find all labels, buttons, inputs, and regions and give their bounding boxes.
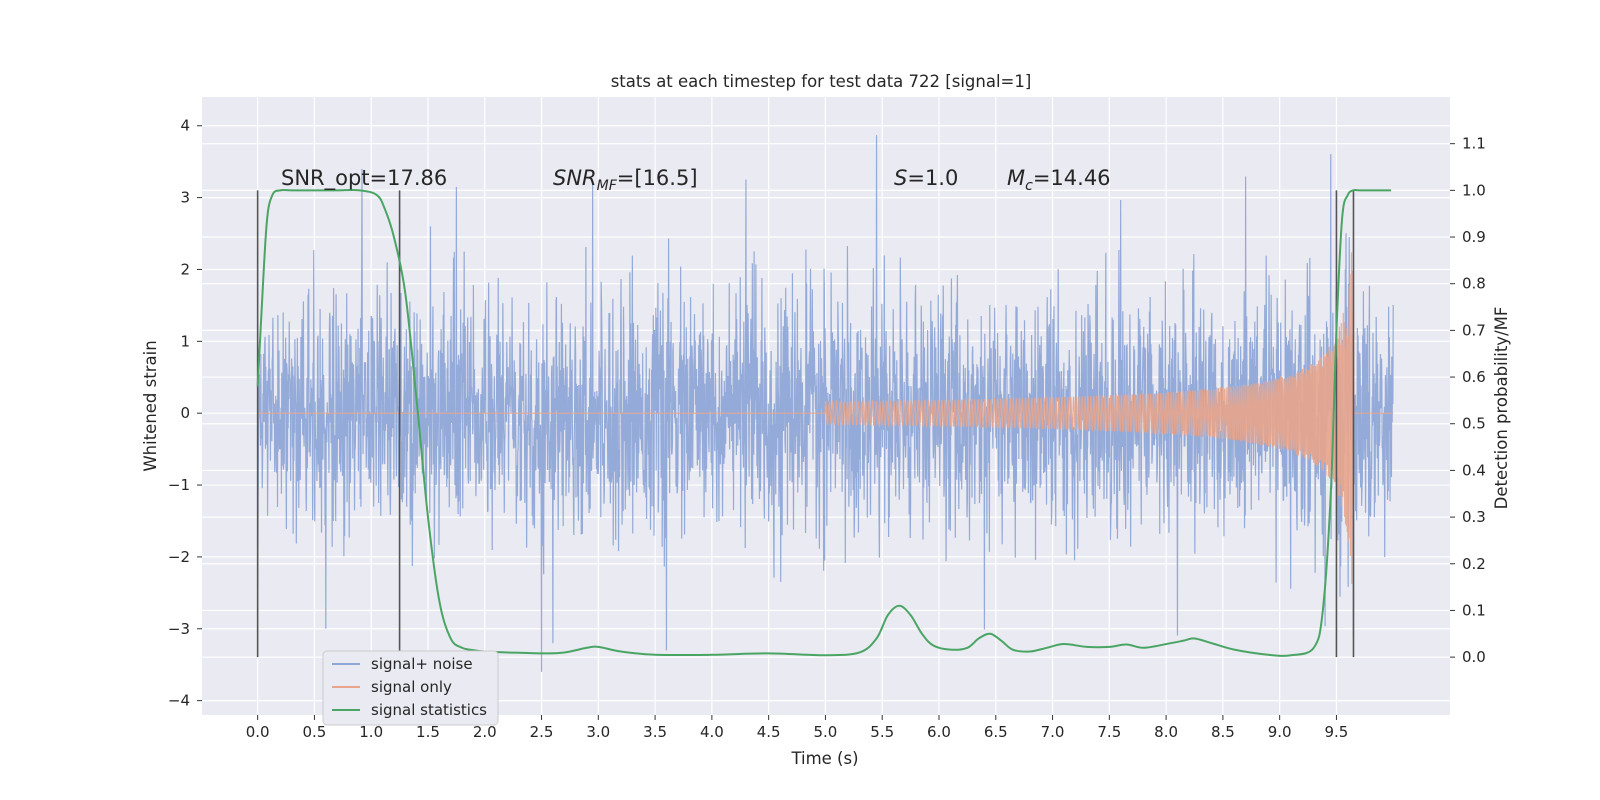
x-axis-label: Time (s) xyxy=(790,749,858,768)
x-tick-label-11: 5.5 xyxy=(870,723,894,741)
y-left-tick-label-8: 4 xyxy=(180,117,190,135)
x-tick-label-5: 2.5 xyxy=(530,723,554,741)
y-left-tick-label-4: 0 xyxy=(180,404,190,422)
y-left-tick-label-0: −4 xyxy=(168,692,190,710)
annotation-snr-opt: SNR_opt=17.86 xyxy=(281,166,447,191)
annotation-snr-mf-value: =[16.5] xyxy=(617,166,698,190)
y-right-tick-label-0: 0.0 xyxy=(1462,648,1486,666)
signal-only-line xyxy=(257,252,1394,584)
y-right-tick-label-2: 0.2 xyxy=(1462,555,1486,573)
x-tick-label-1: 0.5 xyxy=(302,723,326,741)
y-right-tick-label-1: 0.1 xyxy=(1462,601,1486,619)
legend: signal+ noise signal only signal statist… xyxy=(322,650,499,726)
x-axis-ticks: 0.0 0.5 1.0 1.5 2.0 2.5 3.0 3.5 4.0 4.5 5.0 5.5 6.0 6… xyxy=(246,715,1349,741)
annotation-mc-value: =14.46 xyxy=(1033,166,1111,190)
x-tick-label-6: 3.0 xyxy=(586,723,610,741)
legend-label-signal-noise: signal+ noise xyxy=(371,655,473,673)
y-left-tick-label-1: −3 xyxy=(168,620,190,638)
y-right-axis-label: Detection probability/MF xyxy=(1492,307,1511,510)
y-right-axis-ticks: 0.0 0.1 0.2 0.3 0.4 0.5 0.6 0.7 0.8 0.9 1.0 1.1 xyxy=(1450,135,1486,666)
x-tick-label-18: 9.0 xyxy=(1268,723,1292,741)
annotations: SNR_opt=17.86 SNRMF=[16.5] S=1.0 Mc=14.4… xyxy=(281,166,1111,194)
y-left-tick-label-7: 3 xyxy=(180,189,190,207)
y-right-tick-label-5: 0.5 xyxy=(1462,415,1486,433)
y-right-tick-label-11: 1.1 xyxy=(1462,135,1486,153)
x-tick-label-19: 9.5 xyxy=(1325,723,1349,741)
legend-box xyxy=(322,650,499,726)
annotation-mc: Mc=14.46 xyxy=(1007,166,1111,194)
x-tick-label-10: 5.0 xyxy=(814,723,838,741)
y-right-tick-label-4: 0.4 xyxy=(1462,461,1486,479)
x-tick-label-7: 3.5 xyxy=(643,723,667,741)
y-left-axis-ticks: −4 −3 −2 −1 0 1 2 3 4 xyxy=(168,117,202,710)
series-signal-statistics xyxy=(256,189,1391,657)
y-left-tick-label-6: 2 xyxy=(180,260,190,278)
vertical-markers xyxy=(256,190,1355,658)
x-tick-label-4: 2.0 xyxy=(473,723,497,741)
chart-title: stats at each timestep for test data 722… xyxy=(611,72,1032,91)
y-right-tick-label-7: 0.7 xyxy=(1462,321,1486,339)
x-tick-label-17: 8.5 xyxy=(1211,723,1235,741)
y-right-tick-label-10: 1.0 xyxy=(1462,181,1486,199)
y-right-tick-label-9: 0.9 xyxy=(1462,228,1486,246)
legend-label-signal-only: signal only xyxy=(371,678,452,696)
x-tick-label-13: 6.5 xyxy=(984,723,1008,741)
y-left-tick-label-2: −2 xyxy=(168,548,190,566)
y-left-tick-label-5: 1 xyxy=(180,332,190,350)
annotation-snr-mf: SNRMF=[16.5] xyxy=(553,166,698,194)
y-left-axis-label: Whitened strain xyxy=(141,340,160,471)
x-tick-label-9: 4.5 xyxy=(757,723,781,741)
signal-statistics-line xyxy=(256,189,1391,657)
legend-label-signal-statistics: signal statistics xyxy=(371,701,487,719)
series-signal-only xyxy=(257,252,1394,584)
x-tick-label-14: 7.0 xyxy=(1041,723,1065,741)
y-right-tick-label-3: 0.3 xyxy=(1462,508,1486,526)
x-tick-label-3: 1.5 xyxy=(416,723,440,741)
plot-area xyxy=(202,97,1450,715)
y-right-tick-label-6: 0.6 xyxy=(1462,368,1486,386)
annotation-s-value: =1.0 xyxy=(907,166,958,190)
x-tick-label-15: 7.5 xyxy=(1097,723,1121,741)
x-tick-label-2: 1.0 xyxy=(359,723,383,741)
x-tick-label-16: 8.0 xyxy=(1154,723,1178,741)
x-tick-label-0: 0.0 xyxy=(246,723,270,741)
x-tick-label-12: 6.0 xyxy=(927,723,951,741)
annotation-s: S=1.0 xyxy=(894,166,958,190)
y-right-tick-label-8: 0.8 xyxy=(1462,275,1486,293)
x-tick-label-8: 4.0 xyxy=(700,723,724,741)
y-left-tick-label-3: −1 xyxy=(168,476,190,494)
